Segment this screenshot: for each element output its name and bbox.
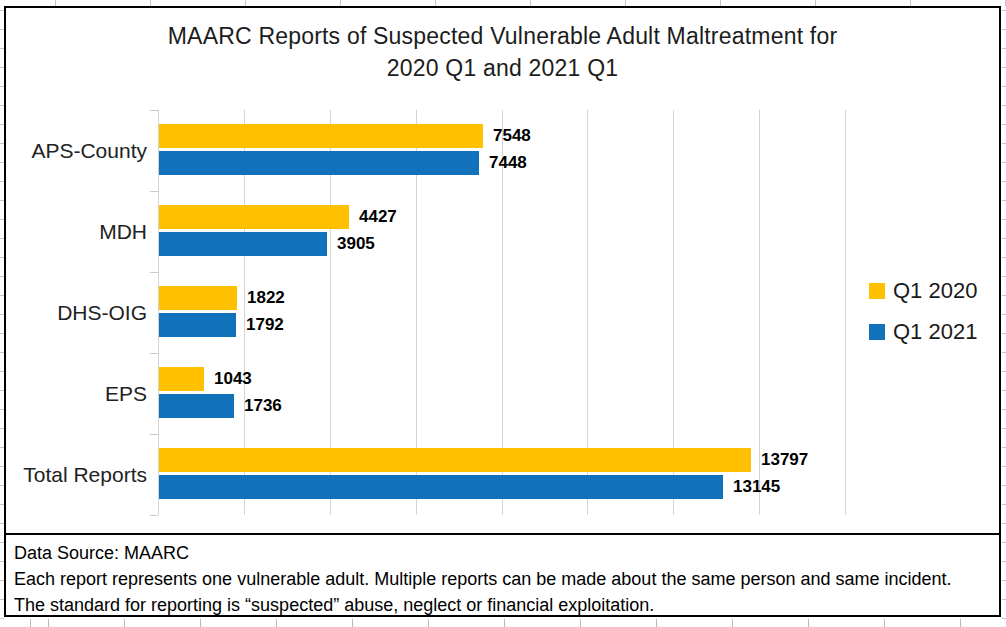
legend-swatch-q1-2021 <box>869 324 885 340</box>
bar-q1-2021-aps-county <box>159 151 479 175</box>
category-label-mdh: MDH <box>6 191 147 272</box>
bar-q1-2021-total-reports <box>159 475 723 499</box>
chart-title: MAARC Reports of Suspected Vulnerable Ad… <box>6 20 999 84</box>
data-label-q1-2020-aps-county: 7548 <box>493 124 531 148</box>
bar-q1-2020-mdh <box>159 205 349 229</box>
data-label-q1-2020-eps: 1043 <box>214 367 252 391</box>
legend-label: Q1 2020 <box>893 278 977 304</box>
category-label-eps: EPS <box>6 353 147 434</box>
footer-line-datasource: Data Source: MAARC <box>14 540 994 566</box>
axis-tick <box>150 515 158 516</box>
bar-q1-2020-dhs-oig <box>159 286 237 310</box>
data-label-q1-2020-mdh: 4427 <box>359 205 397 229</box>
category-label-dhs-oig: DHS-OIG <box>6 272 147 353</box>
footer-line-standard: The standard for reporting is “suspected… <box>14 592 994 618</box>
data-label-q1-2021-dhs-oig: 1792 <box>246 313 284 337</box>
axis-tick <box>150 434 158 435</box>
data-label-q1-2020-total-reports: 13797 <box>761 448 808 472</box>
data-label-q1-2021-aps-county: 7448 <box>489 151 527 175</box>
gridline <box>845 110 846 515</box>
bar-q1-2020-aps-county <box>159 124 483 148</box>
plot-area: 7548 7448 4427 3905 1822 1792 1043 1736 13797 131… <box>158 110 845 515</box>
legend-item-q1-2020: Q1 2020 <box>869 278 977 304</box>
bar-q1-2020-eps <box>159 367 204 391</box>
bar-q1-2021-mdh <box>159 232 327 256</box>
legend-item-q1-2021: Q1 2021 <box>869 319 977 345</box>
category-label-aps-county: APS-County <box>6 110 147 191</box>
footer-note: Data Source: MAARC Each report represent… <box>14 540 994 618</box>
legend-label: Q1 2021 <box>893 319 977 345</box>
gridline <box>759 110 760 515</box>
chart-object: MAARC Reports of Suspected Vulnerable Ad… <box>4 6 1001 617</box>
category-label-total-reports: Total Reports <box>6 434 147 515</box>
chart-footer-divider <box>6 533 999 535</box>
bar-q1-2020-total-reports <box>159 448 751 472</box>
axis-tick <box>150 353 158 354</box>
bar-q1-2021-dhs-oig <box>159 313 236 337</box>
footer-line-description: Each report represents one vulnerable ad… <box>14 566 994 592</box>
category-axis-labels: APS-CountyMDHDHS-OIGEPSTotal Reports <box>6 110 147 515</box>
spreadsheet-background: MAARC Reports of Suspected Vulnerable Ad… <box>0 0 1006 627</box>
axis-tick <box>150 110 158 111</box>
legend-swatch-q1-2020 <box>869 283 885 299</box>
data-label-q1-2020-dhs-oig: 1822 <box>247 286 285 310</box>
chart-title-line2: 2020 Q1 and 2021 Q1 <box>6 52 999 84</box>
sheet-gridline-sliver-bottom <box>0 619 1006 627</box>
data-label-q1-2021-total-reports: 13145 <box>733 475 780 499</box>
data-label-q1-2021-eps: 1736 <box>244 394 282 418</box>
axis-tick <box>150 272 158 273</box>
sheet-gridline-sliver-right <box>1002 0 1006 627</box>
axis-tick <box>150 191 158 192</box>
data-label-q1-2021-mdh: 3905 <box>337 232 375 256</box>
chart-legend: Q1 2020 Q1 2021 <box>869 278 977 345</box>
bar-q1-2021-eps <box>159 394 234 418</box>
chart-title-line1: MAARC Reports of Suspected Vulnerable Ad… <box>6 20 999 52</box>
